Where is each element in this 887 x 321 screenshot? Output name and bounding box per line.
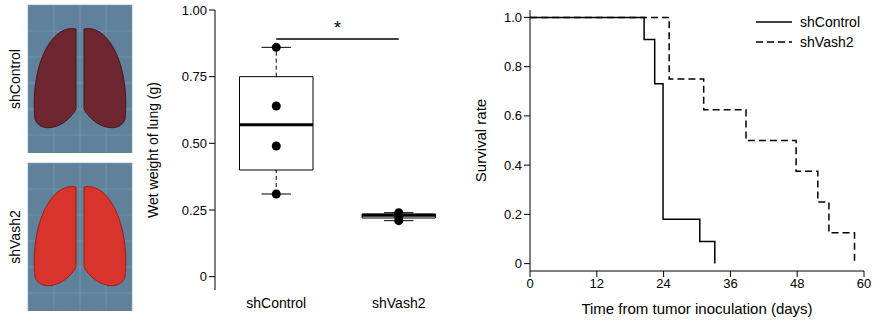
svg-text:Wet weight of lung (g): Wet weight of lung (g) (145, 82, 161, 218)
svg-text:0.50: 0.50 (182, 136, 207, 151)
svg-text:Time from tumor inoculation (d: Time from tumor inoculation (days) (581, 300, 812, 317)
svg-text:Survival rate: Survival rate (472, 99, 489, 182)
svg-text:*: * (334, 18, 341, 38)
svg-text:1.00: 1.00 (182, 3, 207, 18)
svg-text:60: 60 (857, 276, 871, 291)
svg-text:12: 12 (590, 276, 604, 291)
svg-text:shControl: shControl (7, 49, 23, 109)
svg-text:0.6: 0.6 (504, 108, 522, 123)
html-text:shVash2: shVash2 (800, 34, 854, 50)
svg-text:0.8: 0.8 (504, 59, 522, 74)
svg-text:0.75: 0.75 (182, 69, 207, 84)
svg-text:0: 0 (526, 276, 533, 291)
svg-text:0: 0 (200, 269, 207, 284)
svg-text:1.0: 1.0 (504, 10, 522, 25)
svg-text:48: 48 (790, 276, 804, 291)
svg-text:36: 36 (723, 276, 737, 291)
svg-text:24: 24 (656, 276, 670, 291)
svg-text:shControl: shControl (246, 295, 306, 311)
html-text:shControl: shControl (800, 14, 860, 30)
svg-text:shVash2: shVash2 (372, 295, 426, 311)
svg-text:0.4: 0.4 (504, 158, 522, 173)
svg-text:0.25: 0.25 (182, 203, 207, 218)
svg-text:shVash2: shVash2 (7, 210, 23, 264)
svg-text:0.2: 0.2 (504, 207, 522, 222)
svg-text:0: 0 (515, 256, 522, 271)
